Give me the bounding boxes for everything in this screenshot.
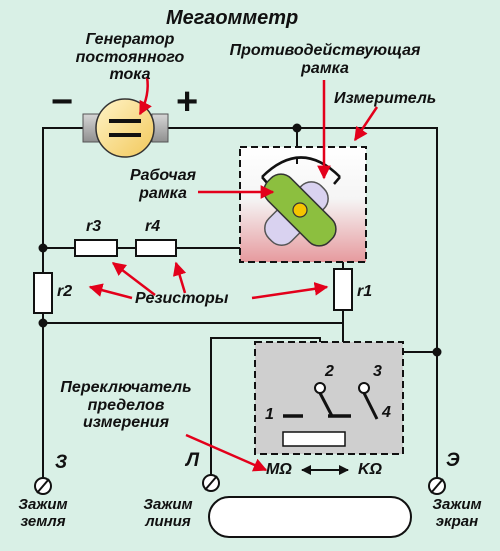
r3-label: r3 (86, 218, 102, 235)
resistor-r3 (74, 239, 118, 257)
resistor-r4 (135, 239, 177, 257)
meter-label: Измеритель (334, 90, 437, 107)
switch-label-line: Переключатель (60, 379, 192, 396)
terminals (34, 474, 446, 495)
working-frame-label-line: Рабочая (129, 167, 197, 184)
counter-frame-label: Противодействующая рамка (220, 42, 430, 77)
meter-pivot (292, 202, 308, 218)
switch-label-line: измерения (83, 414, 169, 432)
junction-dot (38, 318, 48, 328)
r2-label: r2 (57, 283, 73, 300)
generator (82, 98, 169, 158)
earth-terminal-label: Зажим земля (8, 496, 78, 530)
junctions (38, 123, 442, 357)
wire-right-main (167, 127, 438, 478)
earth-terminal-label-line: земля (20, 512, 66, 530)
annotation-arrows (88, 76, 379, 472)
arrow-r3 (111, 262, 156, 296)
switch-label: Переключатель пределов измерения (40, 379, 212, 432)
r4-label: r4 (145, 218, 161, 235)
screen-terminal-label: Зажим экран (420, 496, 494, 530)
arrow-r2 (88, 283, 133, 300)
screen-terminal-label-line: Зажим (432, 496, 482, 513)
switch-pos-3: 3 (373, 363, 382, 380)
junction-dot (432, 347, 442, 357)
screen-terminal-letter: Э (446, 450, 460, 471)
bottom-oval-plate (208, 496, 412, 538)
generator-label-line: Генератор (85, 31, 175, 48)
switch-slider-bar (282, 431, 346, 447)
generator-minus-sign: − (51, 81, 74, 123)
arrow-switch (185, 433, 268, 472)
meter-scale-end (333, 176, 341, 185)
screen-terminal-label-line: экран (435, 512, 479, 530)
switch-blade-2 (362, 392, 379, 420)
meter-scale-arc (261, 156, 341, 178)
switch-label-line: пределов (87, 396, 165, 414)
switch-pivot-3 (358, 382, 370, 394)
switch-pos-2: 2 (325, 363, 334, 380)
counter-frame-label-line: Противодействующая (229, 42, 421, 59)
terminal-screen (428, 477, 446, 495)
resistor-r2 (33, 272, 53, 314)
arrow-meter (353, 106, 379, 142)
generator-label: Генератор постоянного тока (60, 31, 200, 84)
switch-pivot-2 (314, 382, 326, 394)
terminal-line (202, 474, 220, 492)
arrow-r1 (251, 281, 329, 300)
terminal-earth (34, 477, 52, 495)
kiloohm-label: KΩ (358, 461, 383, 478)
junction-dot (292, 123, 302, 133)
r1-label: r1 (357, 283, 373, 300)
counter-frame-label-line: рамка (301, 59, 349, 77)
megaohm-label: MΩ (266, 461, 292, 478)
working-frame-label: Рабочая рамка (120, 167, 206, 202)
diagram-title: Мегаомметр (166, 7, 299, 29)
resistor-r1 (333, 268, 353, 311)
generator-label-line: постоянного (75, 48, 185, 66)
range-switch (254, 341, 404, 455)
generator-body (95, 98, 155, 158)
wire-left-main (42, 127, 93, 478)
line-terminal-letter: Л (186, 450, 200, 471)
arrow-generator (138, 76, 152, 116)
generator-label-line: тока (109, 66, 151, 84)
switch-blade-1 (318, 392, 334, 417)
switch-pos-1: 1 (265, 406, 274, 423)
resistors (33, 239, 353, 314)
meter (239, 146, 367, 263)
generator-plus-sign: + (176, 81, 199, 123)
line-terminal-label-line: линия (145, 512, 191, 530)
earth-terminal-label-line: Зажим (18, 496, 68, 513)
resistors-label: Резисторы (135, 290, 229, 307)
junction-dot (38, 243, 48, 253)
line-terminal-label: Зажим линия (133, 496, 203, 530)
line-terminal-label-line: Зажим (143, 496, 193, 513)
switch-pos-4: 4 (382, 404, 391, 421)
working-frame-label-line: рамка (139, 184, 187, 202)
earth-terminal-letter: З (55, 452, 68, 473)
arrow-r4 (172, 261, 187, 294)
